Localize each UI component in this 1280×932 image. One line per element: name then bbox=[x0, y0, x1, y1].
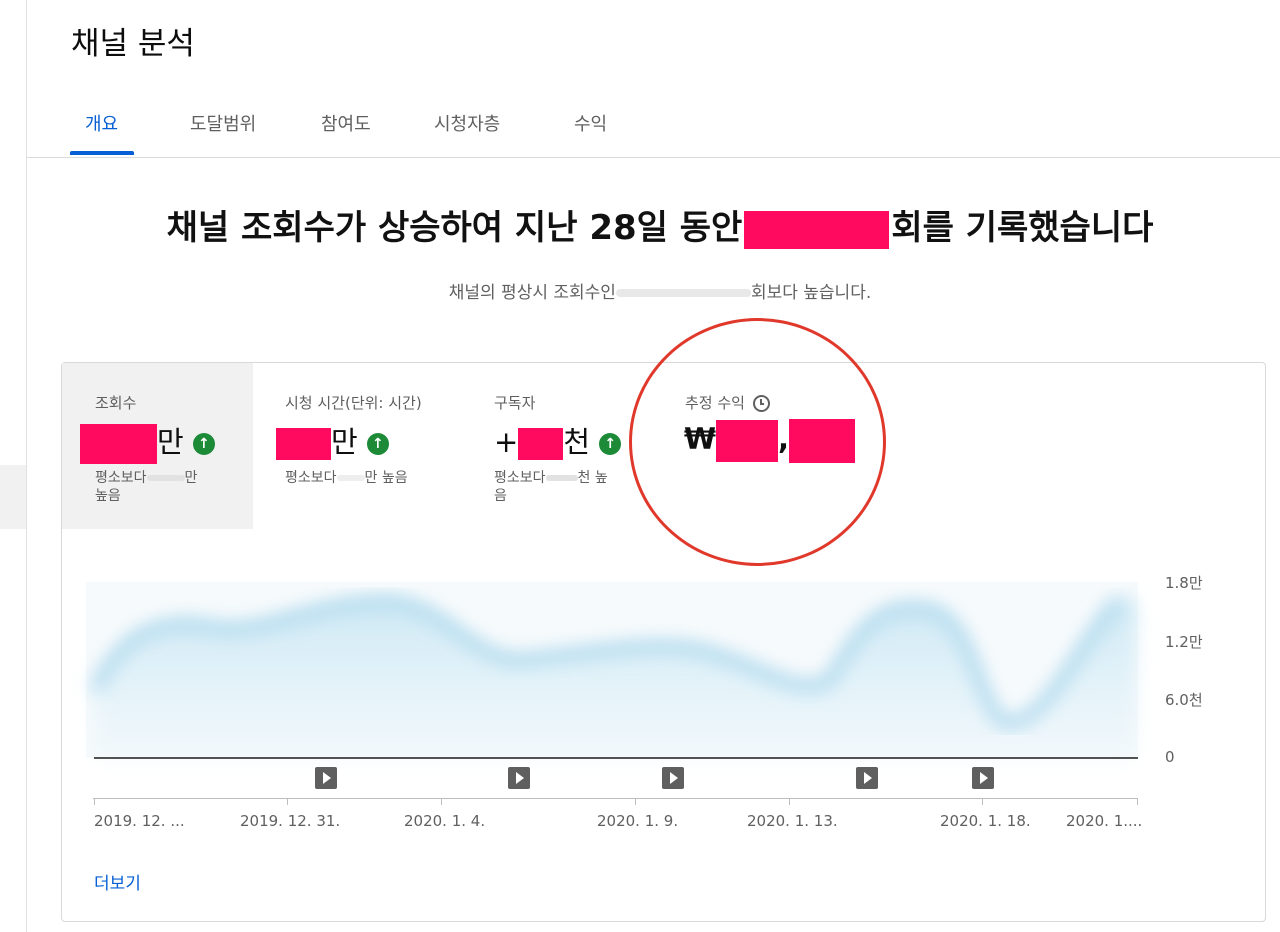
x-tick-label: 2019. 12. 31. bbox=[240, 812, 341, 830]
tab-audience[interactable]: 시청자층 bbox=[434, 114, 501, 135]
metric-label: 조회수 bbox=[95, 394, 137, 412]
blurred-value bbox=[545, 475, 578, 481]
x-tick bbox=[441, 798, 442, 805]
note-unit: 만 bbox=[184, 470, 198, 486]
video-marker-play-icon[interactable] bbox=[972, 767, 994, 789]
metric-unit: 만 bbox=[331, 425, 358, 459]
x-tick-label: 2019. 12. ... bbox=[94, 812, 185, 830]
note-suffix: 높 bbox=[594, 470, 608, 486]
x-tick bbox=[982, 798, 983, 805]
note-unit: 만 bbox=[364, 470, 378, 486]
annotation-circle bbox=[629, 318, 886, 566]
metric-note: 평소보다 만 높음 bbox=[285, 469, 460, 487]
redacted-value bbox=[80, 424, 157, 464]
note-prefix: 평소보다 bbox=[285, 470, 337, 486]
note-wrap: 음 bbox=[494, 488, 507, 504]
note-prefix: 평소보다 bbox=[494, 470, 546, 486]
headline: 채널 조회수가 상승하여 지난 28일 동안 회를 기록했습니다 bbox=[0, 200, 1280, 249]
x-tick-label: 2020. 1. 18. bbox=[940, 812, 1031, 830]
blurred-value bbox=[336, 475, 365, 481]
trend-up-icon: ↑ bbox=[192, 433, 215, 455]
metric-watch-time[interactable]: 시청 시간(단위: 시간) 만 ↑ 평소보다 만 높음 bbox=[262, 363, 462, 529]
metric-value: 만 ↑ bbox=[80, 419, 215, 464]
y-tick-label: 0 bbox=[1165, 748, 1175, 766]
x-tick bbox=[1137, 798, 1138, 805]
series-area bbox=[95, 600, 1136, 758]
subline-suffix: 회보다 높습니다. bbox=[750, 283, 872, 303]
y-tick-label: 1.8만 bbox=[1165, 574, 1203, 592]
metric-value: 만 ↑ bbox=[276, 419, 389, 461]
metric-unit: 만 bbox=[157, 425, 184, 459]
blurred-value bbox=[146, 475, 185, 481]
metric-value: + 천 ↑ bbox=[494, 419, 622, 461]
y-tick-label: 6.0천 bbox=[1165, 691, 1203, 709]
left-divider bbox=[26, 0, 27, 932]
tab-reach[interactable]: 도달범위 bbox=[190, 114, 257, 135]
page-title: 채널 분석 bbox=[71, 26, 195, 62]
x-tick bbox=[789, 798, 790, 805]
tab-overview[interactable]: 개요 bbox=[85, 114, 119, 135]
subheadline: 채널의 평상시 조회수인 회보다 높습니다. bbox=[0, 278, 1280, 303]
redacted-value bbox=[276, 428, 331, 460]
metric-label: 시청 시간(단위: 시간) bbox=[285, 394, 422, 412]
x-tick bbox=[94, 798, 95, 805]
redacted-value bbox=[518, 428, 564, 460]
redacted-value bbox=[744, 210, 890, 249]
video-marker-play-icon[interactable] bbox=[508, 767, 530, 789]
video-marker-play-icon[interactable] bbox=[662, 767, 684, 789]
blurred-value bbox=[615, 289, 751, 297]
note-prefix: 평소보다 bbox=[95, 470, 147, 486]
x-tick-label: 2020. 1. 13. bbox=[747, 812, 838, 830]
y-tick-label: 1.2만 bbox=[1165, 633, 1203, 651]
note-suffix: 높음 bbox=[95, 488, 121, 504]
see-more-link[interactable]: 더보기 bbox=[94, 874, 141, 894]
trend-up-icon: ↑ bbox=[599, 433, 622, 455]
video-marker-play-icon[interactable] bbox=[856, 767, 878, 789]
headline-prefix: 채널 조회수가 상승하여 지난 28일 동안 bbox=[166, 208, 743, 248]
tab-revenue[interactable]: 수익 bbox=[574, 114, 608, 135]
tab-engagement[interactable]: 참여도 bbox=[321, 114, 371, 135]
metric-label: 구독자 bbox=[494, 394, 536, 412]
active-tab-indicator bbox=[70, 151, 134, 155]
note-suffix: 높음 bbox=[381, 470, 408, 486]
note-unit: 천 bbox=[577, 470, 591, 486]
x-tick-label: 2020. 1. 4. bbox=[404, 812, 486, 830]
x-tick-label: 2020. 1. 9. bbox=[597, 812, 679, 830]
video-marker-play-icon[interactable] bbox=[315, 767, 337, 789]
x-tick bbox=[635, 798, 636, 805]
trend-up-icon: ↑ bbox=[366, 433, 389, 455]
x-tick-label: 2020. 1.... bbox=[1066, 812, 1143, 830]
x-tick bbox=[287, 798, 288, 805]
x-axis bbox=[93, 798, 1138, 799]
metric-prefix: + bbox=[494, 425, 519, 459]
series-line bbox=[90, 596, 1124, 728]
metric-unit: 천 bbox=[563, 425, 590, 459]
headline-suffix: 회를 기록했습니다 bbox=[891, 208, 1154, 248]
subline-prefix: 채널의 평상시 조회수인 bbox=[448, 283, 616, 303]
left-panel-stub bbox=[0, 465, 26, 529]
tab-bar: 개요 도달범위 참여도 시청자층 수익 bbox=[27, 96, 1280, 158]
